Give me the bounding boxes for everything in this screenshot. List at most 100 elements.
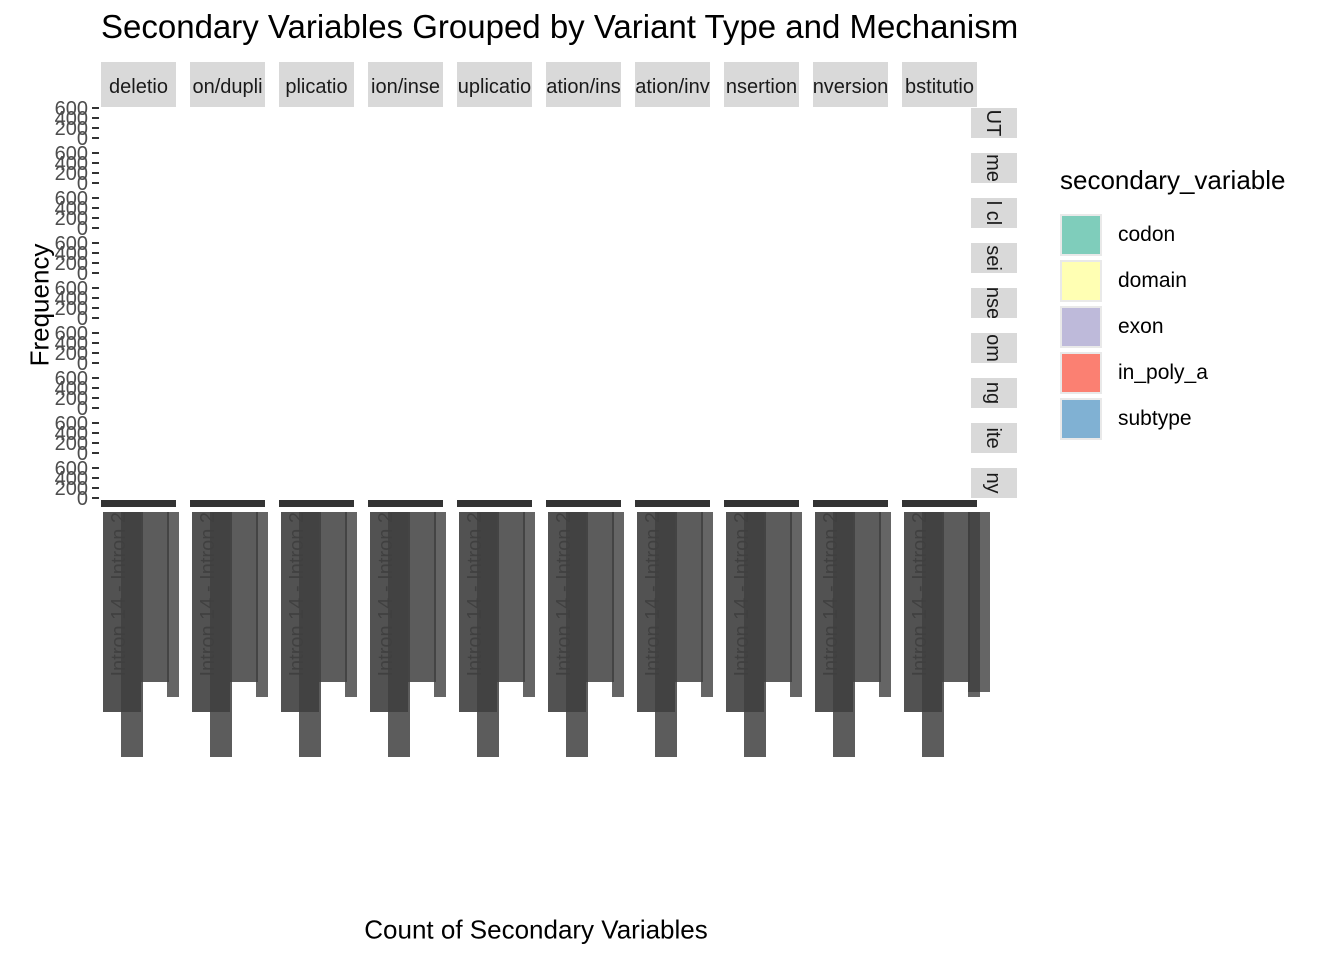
row-strip-bg [971,288,1017,318]
row-strip-label: sei [982,245,1004,271]
row-strip-label: ny [982,472,1004,493]
y-tick-label: 0 [77,173,88,195]
y-tick-label: 0 [77,488,88,510]
row-strip-label: ite [982,427,1004,448]
row-strip: l cl [971,198,1017,228]
legend-label: codon [1118,223,1176,246]
row-strip: sei [971,243,1017,273]
y-tick-label: 200 [55,208,88,230]
y-tick-label: 600 [55,413,88,435]
x-tick-label-cluster [370,512,446,757]
y-tick-label: 600 [55,368,88,390]
y-tick-label: 0 [77,353,88,375]
column-strip: ation/inv [635,62,710,107]
column-strip-bg [190,62,265,107]
legend-swatch [1060,352,1102,394]
x-axis-ticks [902,500,977,507]
legend-title: secondary_variable [1060,165,1286,195]
y-tick-label: 600 [55,323,88,345]
x-tick-label-cluster [459,512,535,757]
y-tick-label: 600 [55,233,88,255]
y-tick-label: 0 [77,443,88,465]
legend-label: exon [1118,315,1164,338]
column-strip-bg [101,62,176,107]
y-tick-label: 0 [77,263,88,285]
column-strip-label: on/dupli [192,76,262,98]
x-tick-label-cluster [192,512,268,757]
y-tick-label: 200 [55,163,88,185]
column-strip-label: ion/inse [371,76,440,98]
row-strip-bg [971,378,1017,408]
y-tick-label: 200 [55,433,88,455]
y-tick-label: 600 [55,143,88,165]
x-axis-ticks [457,500,532,507]
chart-title: Secondary Variables Grouped by Variant T… [101,8,1019,45]
legend-item: subtype [1060,396,1285,442]
column-strip: on/dupli [190,62,265,107]
column-strip-bg [813,62,888,107]
x-axis: Intron 14 - Intron 2 [368,500,446,757]
row-strip: nse [971,287,1017,319]
row-strip: ny [971,468,1017,498]
row-strip-bg [971,108,1017,138]
legend-label: in_poly_a [1118,361,1208,384]
y-tick-label: 400 [55,468,88,490]
legend-item: exon [1060,304,1285,350]
x-axis: Intron 14 - Intron 2 [635,500,713,757]
x-axis-ticks [101,500,176,507]
row-strip-bg [971,153,1017,183]
x-axis: Intron 14 - Intron 2 [457,500,535,757]
y-tick-label: 200 [55,298,88,320]
column-strip: ion/inse [368,62,443,107]
row-strip-bg [971,243,1017,273]
column-strip-bg [635,62,710,107]
x-tick-label-cluster [726,512,802,757]
x-axis-ticks [724,500,799,507]
x-axis: Intron 14 - Intron 2 [813,500,891,757]
row-strip-label: l cl [982,201,1004,225]
y-tick-label: 400 [55,288,88,310]
row-strip: me [971,153,1017,183]
y-tick-label: 0 [77,398,88,420]
y-tick-label: 600 [55,188,88,210]
row-strip-label: nse [982,287,1004,319]
legend: secondary_variable codon domain exon in_… [1060,165,1285,442]
column-strip: nversion [813,62,889,107]
column-strip-bg [546,62,621,107]
x-axes: Intron 14 - Intron 2Intron 14 - Intron 2… [101,500,990,757]
y-tick-label: 400 [55,198,88,220]
row-strip-bg [971,333,1017,363]
y-tick-label: 400 [55,243,88,265]
column-strip-label: ation/inv [635,76,710,98]
column-strip: deletio [101,62,176,107]
row-strip-bg [971,468,1017,498]
x-tick-label-cluster [103,512,179,757]
column-strip: uplicatio [457,62,532,107]
legend-item: in_poly_a [1060,350,1285,396]
column-strip-label: deletio [109,76,168,98]
column-strip: bstitutio [902,62,977,107]
x-axis-title: Count of Secondary Variables [364,914,708,945]
y-tick-label: 400 [55,378,88,400]
column-strip-bg [724,62,799,107]
y-tick-label: 200 [55,253,88,275]
row-strip-bg [971,198,1017,228]
y-tick-label: 600 [55,458,88,480]
column-strip-label: nversion [813,76,889,98]
row-strip: ite [971,423,1017,453]
y-tick-label: 0 [77,128,88,150]
legend-swatch [1060,306,1102,348]
x-axis-ticks [546,500,621,507]
row-strip-label: ng [982,382,1004,404]
y-tick-label: 400 [55,333,88,355]
y-tick-label: 400 [55,423,88,445]
column-strip: plicatio [279,62,354,107]
